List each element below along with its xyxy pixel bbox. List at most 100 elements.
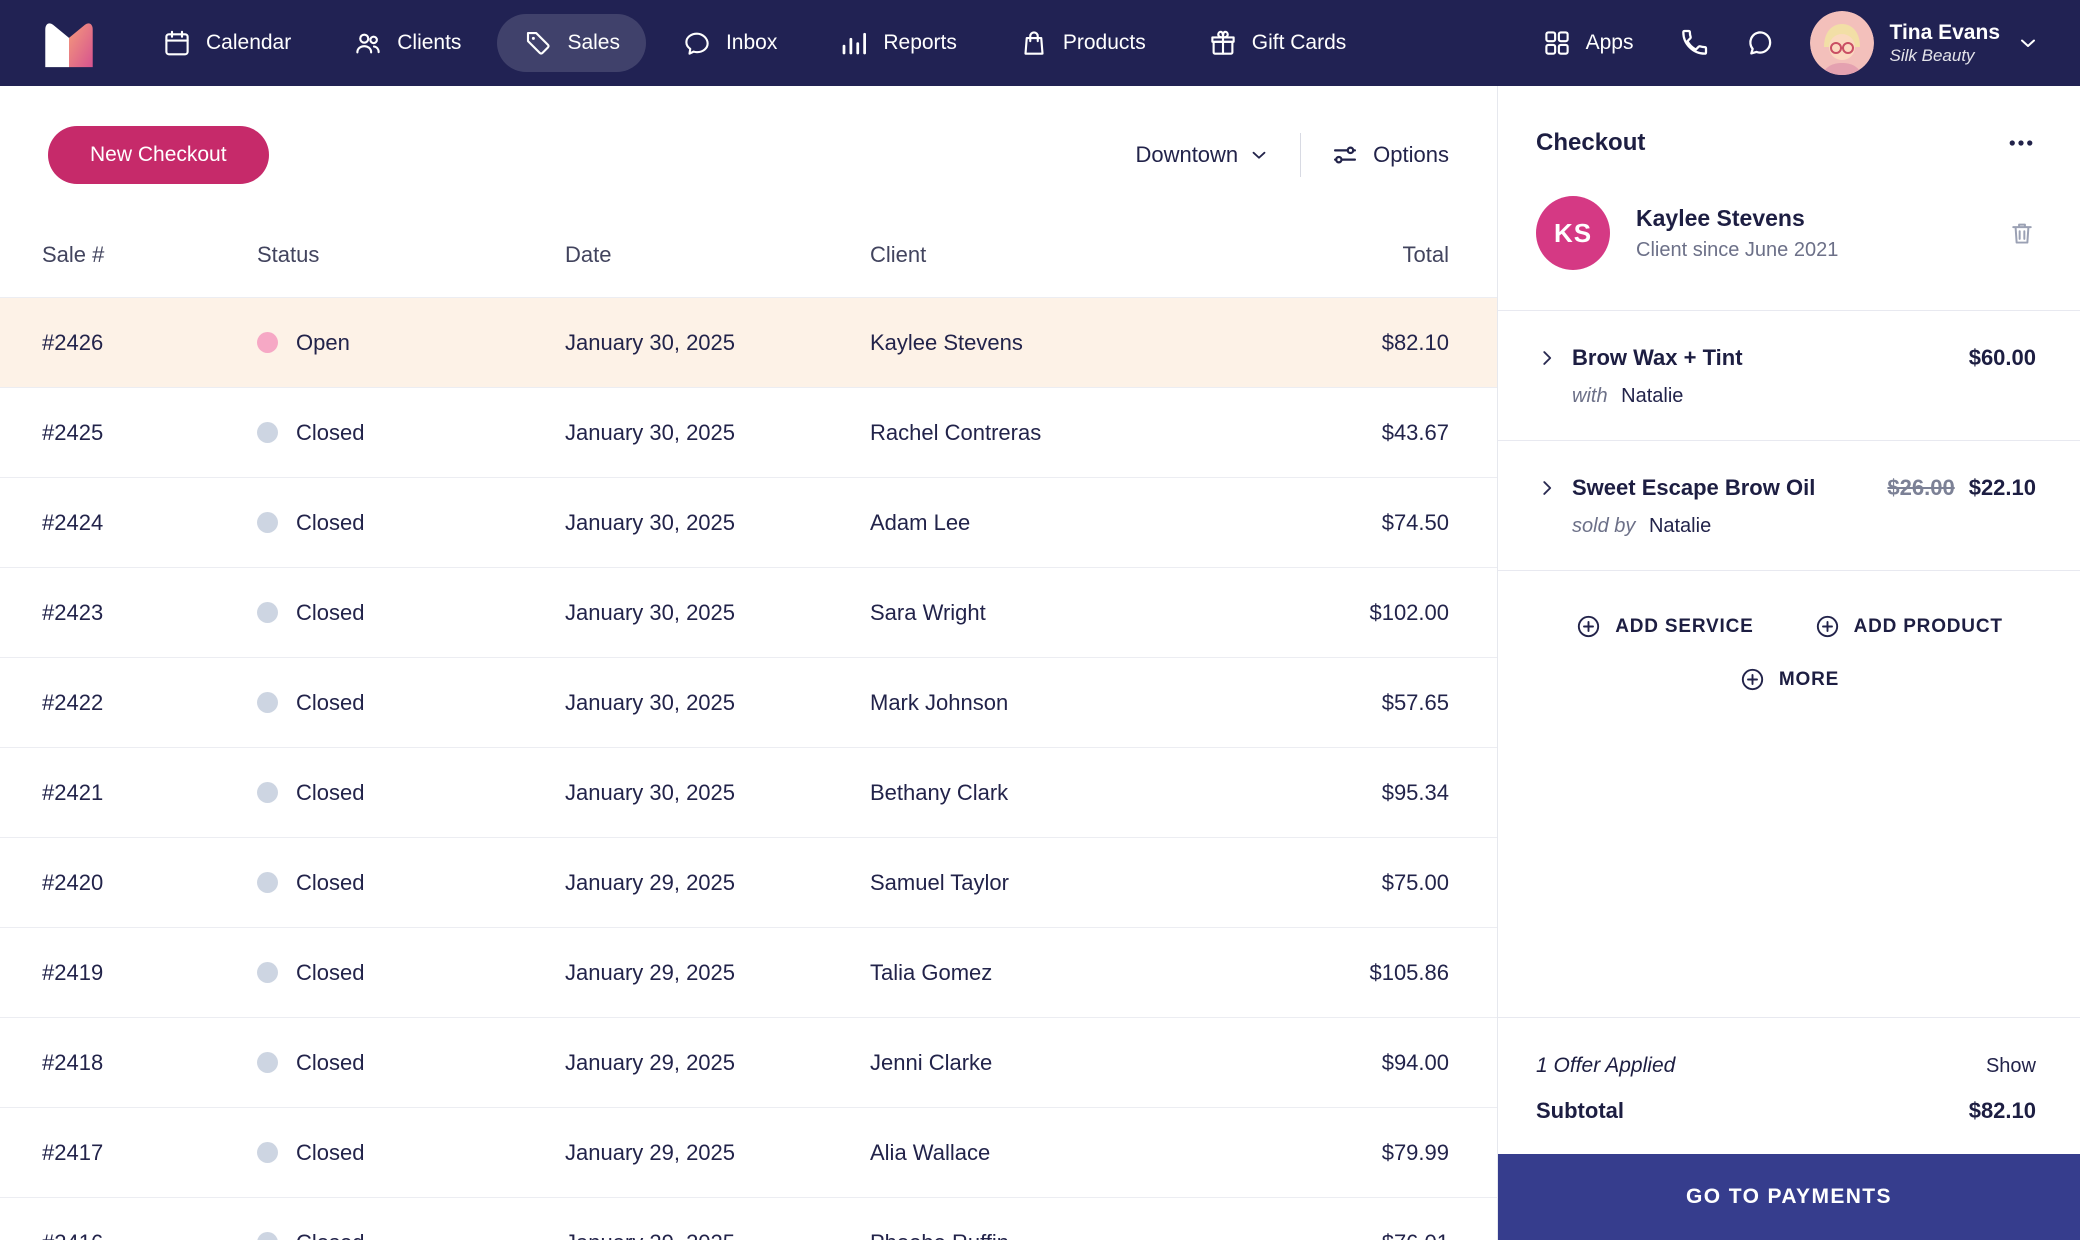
- go-to-payments-button[interactable]: GO TO PAYMENTS: [1498, 1154, 2080, 1240]
- navbar-right: Apps: [1532, 11, 2040, 75]
- section-divider: [1498, 570, 2080, 571]
- checkout-summary: 1 Offer Applied Show Subtotal $82.10: [1498, 1017, 2080, 1154]
- plus-circle-icon: [1739, 666, 1766, 693]
- checkout-header: Checkout: [1498, 86, 2080, 196]
- client-name: Kaylee Stevens: [1636, 204, 1805, 231]
- total-cell: $76.01: [1259, 1230, 1449, 1240]
- client-avatar: KS: [1536, 196, 1610, 270]
- table-row[interactable]: #2418 Closed January 29, 2025 Jenni Clar…: [0, 1018, 1497, 1108]
- table-row[interactable]: #2417 Closed January 29, 2025 Alia Walla…: [0, 1108, 1497, 1198]
- client-cell: Rachel Contreras: [870, 419, 1042, 445]
- table-row[interactable]: #2421 Closed January 30, 2025 Bethany Cl…: [0, 748, 1497, 838]
- show-offer-link[interactable]: Show: [1985, 1054, 2036, 1077]
- table-row[interactable]: #2419 Closed January 29, 2025 Talia Gome…: [0, 928, 1497, 1018]
- status-label: Closed: [296, 509, 365, 535]
- client-cell: Alia Wallace: [870, 1139, 991, 1165]
- status-cell: Closed: [257, 690, 565, 716]
- line-item-meta: sold by Natalie: [1572, 515, 2036, 538]
- status-dot: [257, 1142, 278, 1163]
- account-menu[interactable]: Tina Evans Silk Beauty: [1809, 11, 2041, 75]
- chat-bubble-icon[interactable]: [1744, 27, 1776, 59]
- status-cell: Closed: [257, 1230, 565, 1240]
- col-total: Total: [1402, 241, 1449, 267]
- sales-table: Sale # Status Date Client Total #2426 Op…: [0, 212, 1497, 1240]
- apps-grid-icon: [1542, 28, 1572, 58]
- total-cell: $95.34: [1381, 779, 1449, 805]
- table-row[interactable]: #2420 Closed January 29, 2025 Samuel Tay…: [0, 838, 1497, 928]
- plus-circle-icon: [1575, 613, 1602, 640]
- date-cell: January 29, 2025: [565, 1139, 736, 1165]
- line-item-name: Sweet Escape Brow Oil: [1572, 475, 1816, 500]
- nav-item-inbox[interactable]: Inbox: [656, 14, 803, 72]
- nav-label: Gift Cards: [1251, 31, 1347, 54]
- status-dot: [257, 422, 278, 443]
- status-dot: [257, 872, 278, 893]
- table-row[interactable]: #2425 Closed January 30, 2025 Rachel Con…: [0, 388, 1497, 478]
- staff-name: Natalie: [1621, 385, 1684, 407]
- col-client: Client: [870, 241, 927, 267]
- date-cell: January 30, 2025: [565, 599, 736, 625]
- more-options-icon[interactable]: [2006, 128, 2036, 158]
- sale-number-cell: #2419: [42, 959, 104, 985]
- gift-icon: [1208, 28, 1238, 58]
- client-cell: Jenni Clarke: [870, 1049, 993, 1075]
- nav-label: Clients: [397, 31, 462, 54]
- sliders-icon: [1331, 141, 1359, 169]
- total-cell: $43.67: [1381, 419, 1449, 445]
- nav-item-sales[interactable]: Sales: [497, 14, 646, 72]
- nav-item-gift-cards[interactable]: Gift Cards: [1182, 14, 1373, 72]
- total-cell: $79.99: [1381, 1139, 1449, 1165]
- phone-icon[interactable]: [1678, 27, 1710, 59]
- total-cell: $57.65: [1381, 689, 1449, 715]
- line-item-meta: with Natalie: [1572, 385, 2036, 408]
- sales-table-header: Sale # Status Date Client Total: [0, 212, 1497, 298]
- status-cell: Closed: [257, 420, 565, 446]
- more-button[interactable]: MORE: [1739, 666, 1839, 693]
- line-item-service[interactable]: Brow Wax + Tint $60.00 with Natalie: [1498, 311, 2080, 440]
- chevron-down-icon: [2016, 31, 2040, 55]
- nav-item-calendar[interactable]: Calendar: [136, 14, 317, 72]
- plus-circle-icon: [1814, 613, 1841, 640]
- client-cell: Mark Johnson: [870, 689, 1009, 715]
- nav-item-reports[interactable]: Reports: [813, 14, 983, 72]
- nav-item-clients[interactable]: Clients: [327, 14, 487, 72]
- nav-label: Reports: [883, 31, 957, 54]
- status-dot: [257, 692, 278, 713]
- table-row[interactable]: #2426 Open January 30, 2025 Kaylee Steve…: [0, 298, 1497, 388]
- line-item-product[interactable]: Sweet Escape Brow Oil $26.00 $22.10 sold…: [1498, 441, 2080, 570]
- location-dropdown[interactable]: Downtown: [1135, 142, 1270, 168]
- status-dot: [257, 1232, 278, 1240]
- nav-item-products[interactable]: Products: [993, 14, 1172, 72]
- primary-nav: Calendar Clients Sales Inbox: [136, 14, 1372, 72]
- offer-applied-label: 1 Offer Applied: [1536, 1054, 1676, 1077]
- status-cell: Closed: [257, 960, 565, 986]
- trash-icon[interactable]: [2008, 219, 2036, 247]
- table-row[interactable]: #2424 Closed January 30, 2025 Adam Lee $…: [0, 478, 1497, 568]
- add-product-button[interactable]: ADD PRODUCT: [1814, 613, 2003, 640]
- table-row[interactable]: #2423 Closed January 30, 2025 Sara Wrigh…: [0, 568, 1497, 658]
- status-cell: Closed: [257, 600, 565, 626]
- total-cell: $75.00: [1381, 869, 1449, 895]
- client-since: Client since June 2021: [1636, 238, 1839, 261]
- status-label: Closed: [296, 689, 365, 715]
- nav-label: Sales: [567, 31, 620, 54]
- reports-icon: [839, 28, 869, 58]
- total-cell: $94.00: [1381, 1049, 1449, 1075]
- spacer: [1498, 693, 2080, 1017]
- nav-item-apps[interactable]: Apps: [1532, 14, 1644, 72]
- line-item-price: $22.10: [1968, 475, 2036, 500]
- checkout-client: KS Kaylee Stevens Client since June 2021: [1498, 196, 2080, 310]
- status-dot: [257, 782, 278, 803]
- new-checkout-button[interactable]: New Checkout: [48, 126, 269, 184]
- section-divider: [1498, 440, 2080, 441]
- status-label: Closed: [296, 1049, 365, 1075]
- options-button[interactable]: Options: [1331, 141, 1449, 169]
- location-label: Downtown: [1135, 142, 1239, 167]
- add-service-button[interactable]: ADD SERVICE: [1575, 613, 1753, 640]
- table-row[interactable]: #2422 Closed January 30, 2025 Mark Johns…: [0, 658, 1497, 748]
- subtotal-label: Subtotal: [1536, 1098, 1624, 1123]
- mangomint-logo-icon[interactable]: [40, 17, 98, 69]
- table-row[interactable]: #2416 Closed January 29, 2025 Phoebe Ruf…: [0, 1198, 1497, 1240]
- inbox-icon: [682, 28, 712, 58]
- status-dot: [257, 512, 278, 533]
